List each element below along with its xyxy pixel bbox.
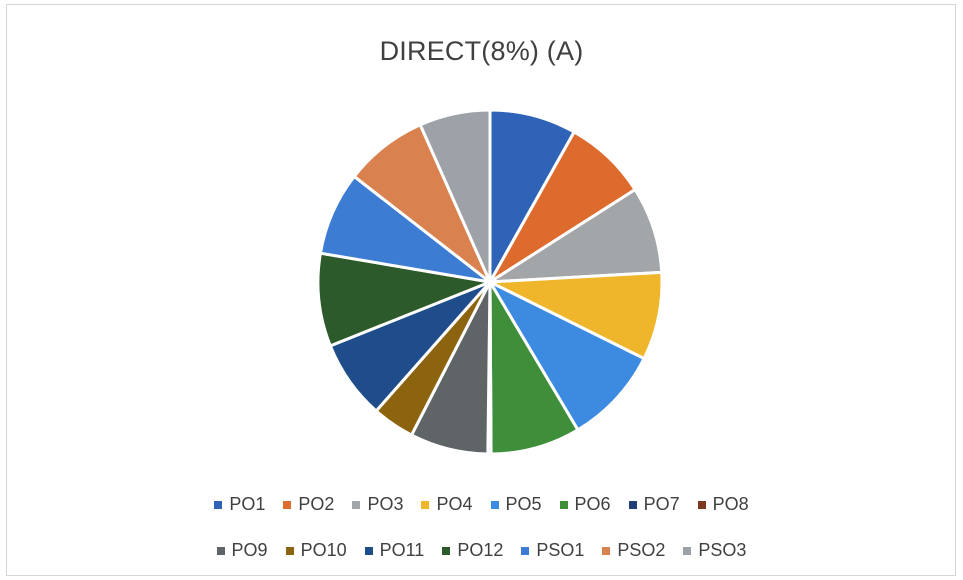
legend-label-po3: PO3 [367, 494, 404, 514]
legend-item-po6: PO6 [559, 494, 611, 515]
legend-swatch-po4 [421, 500, 430, 509]
legend-swatch-po6 [559, 500, 568, 509]
legend-label-po11: PO11 [379, 540, 425, 560]
legend-row-1: PO1 PO2 PO3 PO4 PO5 PO6 PO7 PO8 [0, 494, 963, 515]
legend-swatch-po2 [283, 500, 292, 509]
legend-label-po5: PO5 [505, 494, 542, 514]
legend-item-po1: PO1 [214, 494, 265, 515]
legend-label-po9: PO9 [231, 540, 268, 560]
pie-slice-pso3 [418, 108, 492, 284]
legend-swatch-po11 [364, 546, 373, 555]
legend-item-po12: PO12 [442, 540, 503, 561]
legend-item-po5: PO5 [490, 494, 542, 515]
legend-label-po2: PO2 [298, 494, 335, 514]
legend-label-po10: PO10 [300, 540, 347, 560]
legend-swatch-po9 [216, 546, 225, 555]
legend-label-po1: PO1 [229, 494, 266, 514]
legend-swatch-po1 [214, 500, 223, 509]
pie-slice-po5 [488, 280, 646, 432]
pie-slice-po12 [316, 251, 492, 348]
legend-swatch-po5 [490, 500, 499, 509]
legend-item-po11: PO11 [364, 540, 425, 561]
legend-label-pso2: PSO2 [617, 540, 666, 560]
pie-slice-po4 [488, 270, 664, 361]
pie-slice-po1 [488, 108, 576, 284]
legend-item-po4: PO4 [421, 494, 473, 515]
pie-slice-po6 [488, 280, 580, 456]
legend-swatch-po3 [352, 500, 361, 509]
legend-item-pso2: PSO2 [602, 540, 665, 561]
legend-item-po3: PO3 [352, 494, 403, 515]
legend-item-po9: PO9 [216, 540, 268, 561]
legend-item-po7: PO7 [628, 494, 680, 515]
legend-label-po6: PO6 [574, 494, 611, 514]
legend-item-pso1: PSO1 [521, 540, 584, 561]
legend-label-po4: PO4 [436, 494, 473, 514]
chart-title: DIRECT(8%) (A) [379, 36, 584, 66]
legend-swatch-po7 [628, 500, 637, 509]
legend-label-po8: PO8 [712, 494, 749, 514]
pie-slice-po3 [488, 188, 664, 284]
legend-row-2: PO9 PO10 PO11 PO12 PSO1 PSO2 PSO3 [0, 540, 963, 561]
legend-swatch-pso3 [683, 546, 692, 555]
legend-swatch-pso2 [602, 546, 611, 555]
legend-label-po12: PO12 [457, 540, 504, 560]
legend-label-pso3: PSO3 [698, 540, 747, 560]
legend-label-pso1: PSO1 [536, 540, 585, 560]
legend-item-po8: PO8 [697, 494, 749, 515]
legend-label-po7: PO7 [643, 494, 680, 514]
legend-swatch-po12 [442, 546, 451, 555]
legend-swatch-po8 [697, 500, 706, 509]
legend-swatch-po10 [285, 546, 294, 555]
legend-item-po2: PO2 [283, 494, 334, 515]
legend-item-pso3: PSO3 [683, 540, 746, 561]
legend-item-po10: PO10 [285, 540, 347, 561]
legend-swatch-pso1 [521, 546, 530, 555]
